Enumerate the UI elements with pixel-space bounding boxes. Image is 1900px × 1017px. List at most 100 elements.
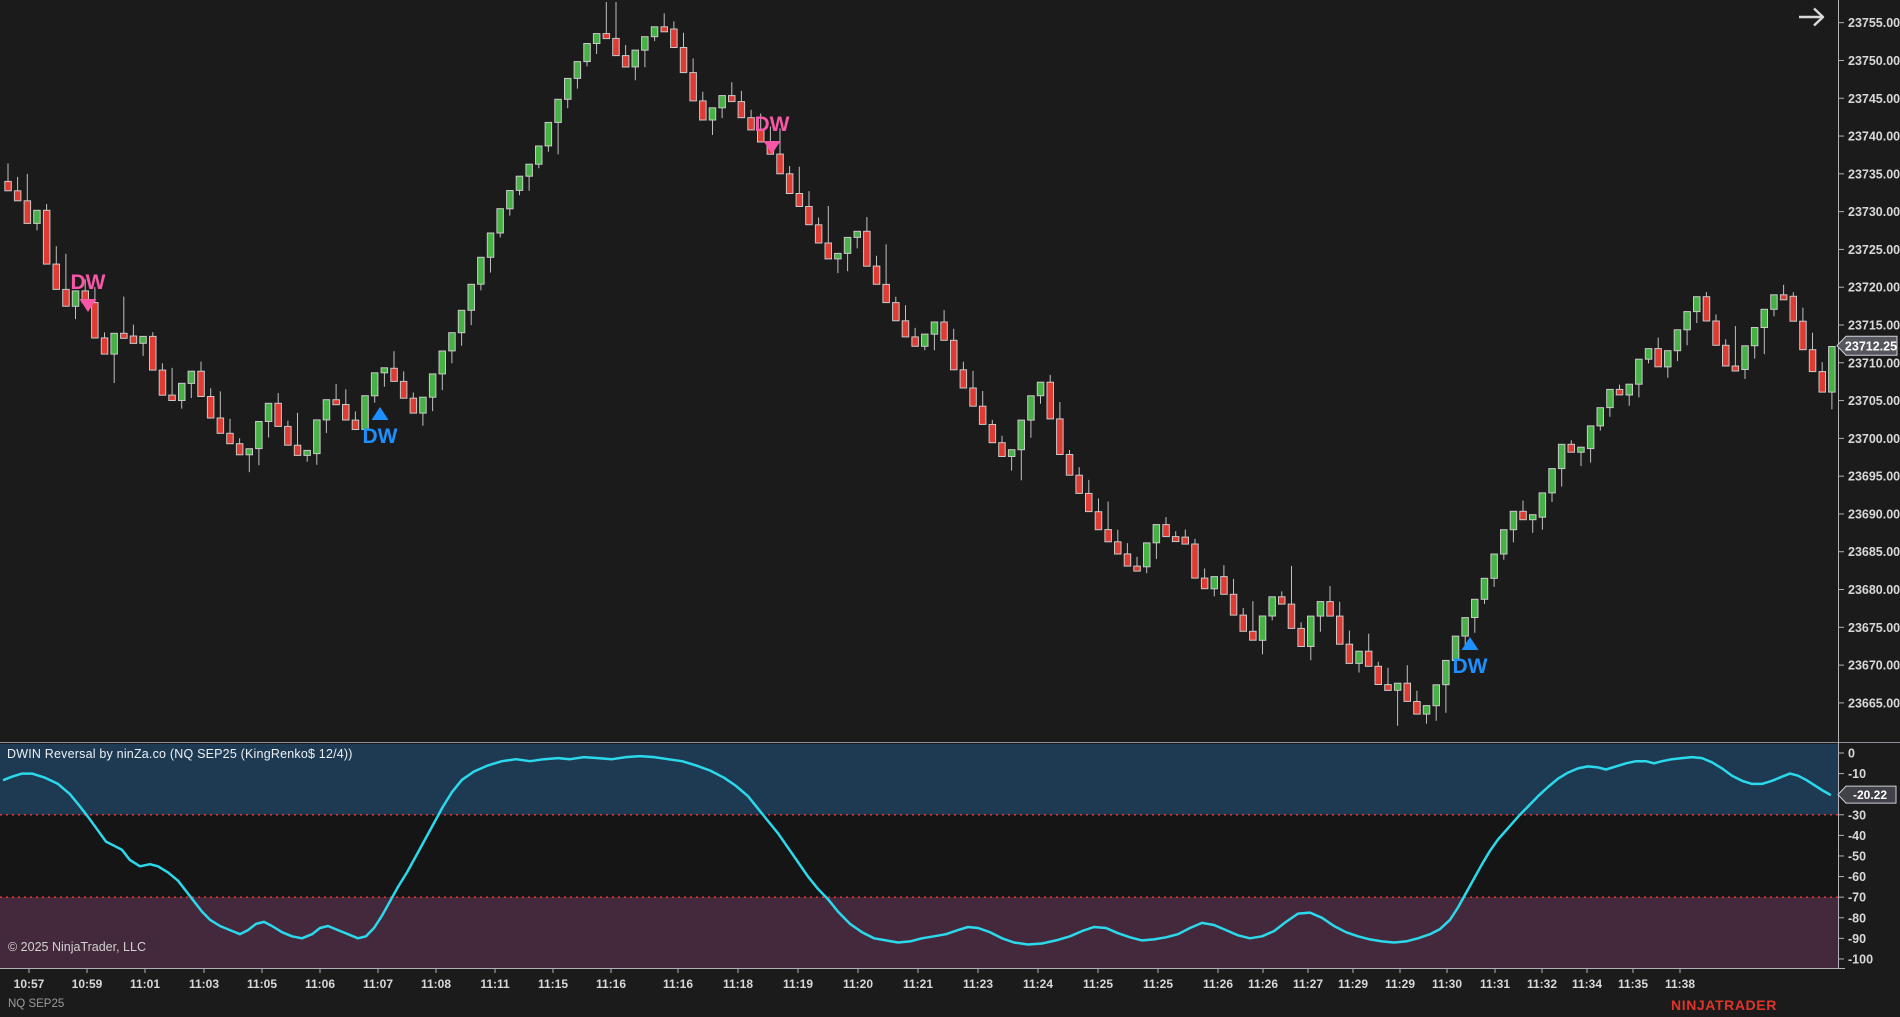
candle [313, 419, 321, 455]
price-chart-panel[interactable]: DW DW DW DW [0, 0, 1838, 742]
candle [1635, 358, 1643, 385]
candle [988, 424, 997, 444]
candle [1326, 601, 1334, 617]
candle [1393, 682, 1402, 691]
candle [1712, 320, 1720, 346]
candle [670, 28, 678, 48]
candle [206, 396, 215, 419]
candle [293, 444, 302, 456]
time-tick-label: 11:29 [1385, 977, 1415, 991]
candle [901, 320, 910, 338]
time-tick-label: 11:05 [247, 977, 277, 991]
price-tick-label: 23740.00 [1848, 130, 1900, 144]
indicator-mid-zone [0, 814, 1838, 898]
time-tick-label: 11:25 [1083, 977, 1113, 991]
candle [33, 209, 41, 224]
indicator-tick-label: -30 [1848, 808, 1866, 822]
candle [1065, 454, 1074, 476]
candle [1027, 395, 1035, 421]
candle [650, 26, 659, 38]
price-tick-label: 23750.00 [1848, 54, 1900, 68]
candle [1828, 346, 1836, 393]
candle [535, 145, 543, 165]
time-tick-label: 11:26 [1203, 977, 1233, 991]
candle [1664, 350, 1672, 368]
candle [1171, 536, 1180, 543]
chart-background [0, 0, 1838, 742]
candle [1615, 388, 1624, 396]
time-tick-label: 11:16 [596, 977, 626, 991]
price-tick-label: 23685.00 [1848, 545, 1900, 559]
indicator-tick-label: -50 [1848, 849, 1866, 863]
indicator-title: DWIN Reversal by ninZa.co (NQ SEP25 (Kin… [7, 747, 353, 761]
candle [1181, 536, 1189, 545]
candle [303, 449, 311, 456]
candle [4, 180, 12, 192]
price-tick-label: 23705.00 [1848, 394, 1900, 408]
candle [1403, 682, 1411, 702]
candle [120, 332, 128, 339]
candle [187, 370, 196, 384]
candle [370, 372, 379, 397]
price-tick-label: 23745.00 [1848, 92, 1900, 106]
candle [149, 335, 157, 371]
candle [1731, 365, 1740, 372]
candle [1644, 348, 1653, 360]
panel-separator[interactable] [0, 742, 1900, 743]
candle [226, 432, 234, 445]
candle [23, 200, 32, 224]
price-tick-label: 23725.00 [1848, 243, 1900, 257]
candle [1808, 349, 1817, 373]
candle [361, 395, 369, 430]
candle [554, 98, 562, 123]
candle [1056, 418, 1064, 455]
candle [1094, 511, 1103, 531]
candle [91, 302, 99, 339]
time-tick-label: 11:31 [1480, 977, 1510, 991]
candle [1287, 603, 1296, 629]
candle [467, 283, 475, 311]
candle [235, 443, 244, 456]
candle [863, 230, 871, 267]
candle [1577, 446, 1585, 453]
candle [737, 101, 746, 119]
candle [1297, 627, 1305, 648]
candle [631, 49, 639, 68]
right-arrow-icon [1799, 7, 1825, 27]
candle [139, 335, 147, 344]
tab-nq-sep25[interactable]: NQ SEP25 [8, 998, 65, 1010]
reversal-marker-label: DW [363, 425, 398, 448]
candle [1789, 295, 1797, 322]
candle [1461, 617, 1469, 637]
time-tick-label: 11:23 [963, 977, 993, 991]
candle [1046, 381, 1054, 420]
candle [255, 421, 263, 450]
candle [438, 350, 446, 375]
candle [52, 263, 60, 290]
time-tick-label: 11:07 [363, 977, 393, 991]
candle [1278, 596, 1286, 605]
candle [930, 321, 939, 335]
candle [1123, 553, 1132, 567]
time-tick-label: 11:35 [1618, 977, 1648, 991]
candle [1625, 383, 1633, 396]
candle [284, 425, 292, 446]
ninjatrader-logo: NINJATRADER [1671, 997, 1777, 1013]
candle [390, 367, 398, 382]
indicator-tick-label: -60 [1848, 870, 1866, 884]
candle [1036, 381, 1045, 397]
candle [332, 399, 340, 406]
indicator-tick-label: -70 [1848, 891, 1866, 905]
candle [795, 193, 804, 207]
time-tick-label: 11:27 [1293, 977, 1323, 991]
time-tick-label: 11:19 [783, 977, 813, 991]
candle [216, 417, 225, 434]
indicator-panel[interactable] [0, 744, 1838, 968]
candle [1586, 425, 1595, 450]
candle [178, 382, 186, 401]
candle [1422, 705, 1431, 715]
candle [448, 332, 456, 352]
candle [1268, 596, 1276, 617]
jump-to-latest-icon[interactable] [1794, 4, 1830, 30]
time-tick-label: 11:34 [1572, 977, 1602, 991]
